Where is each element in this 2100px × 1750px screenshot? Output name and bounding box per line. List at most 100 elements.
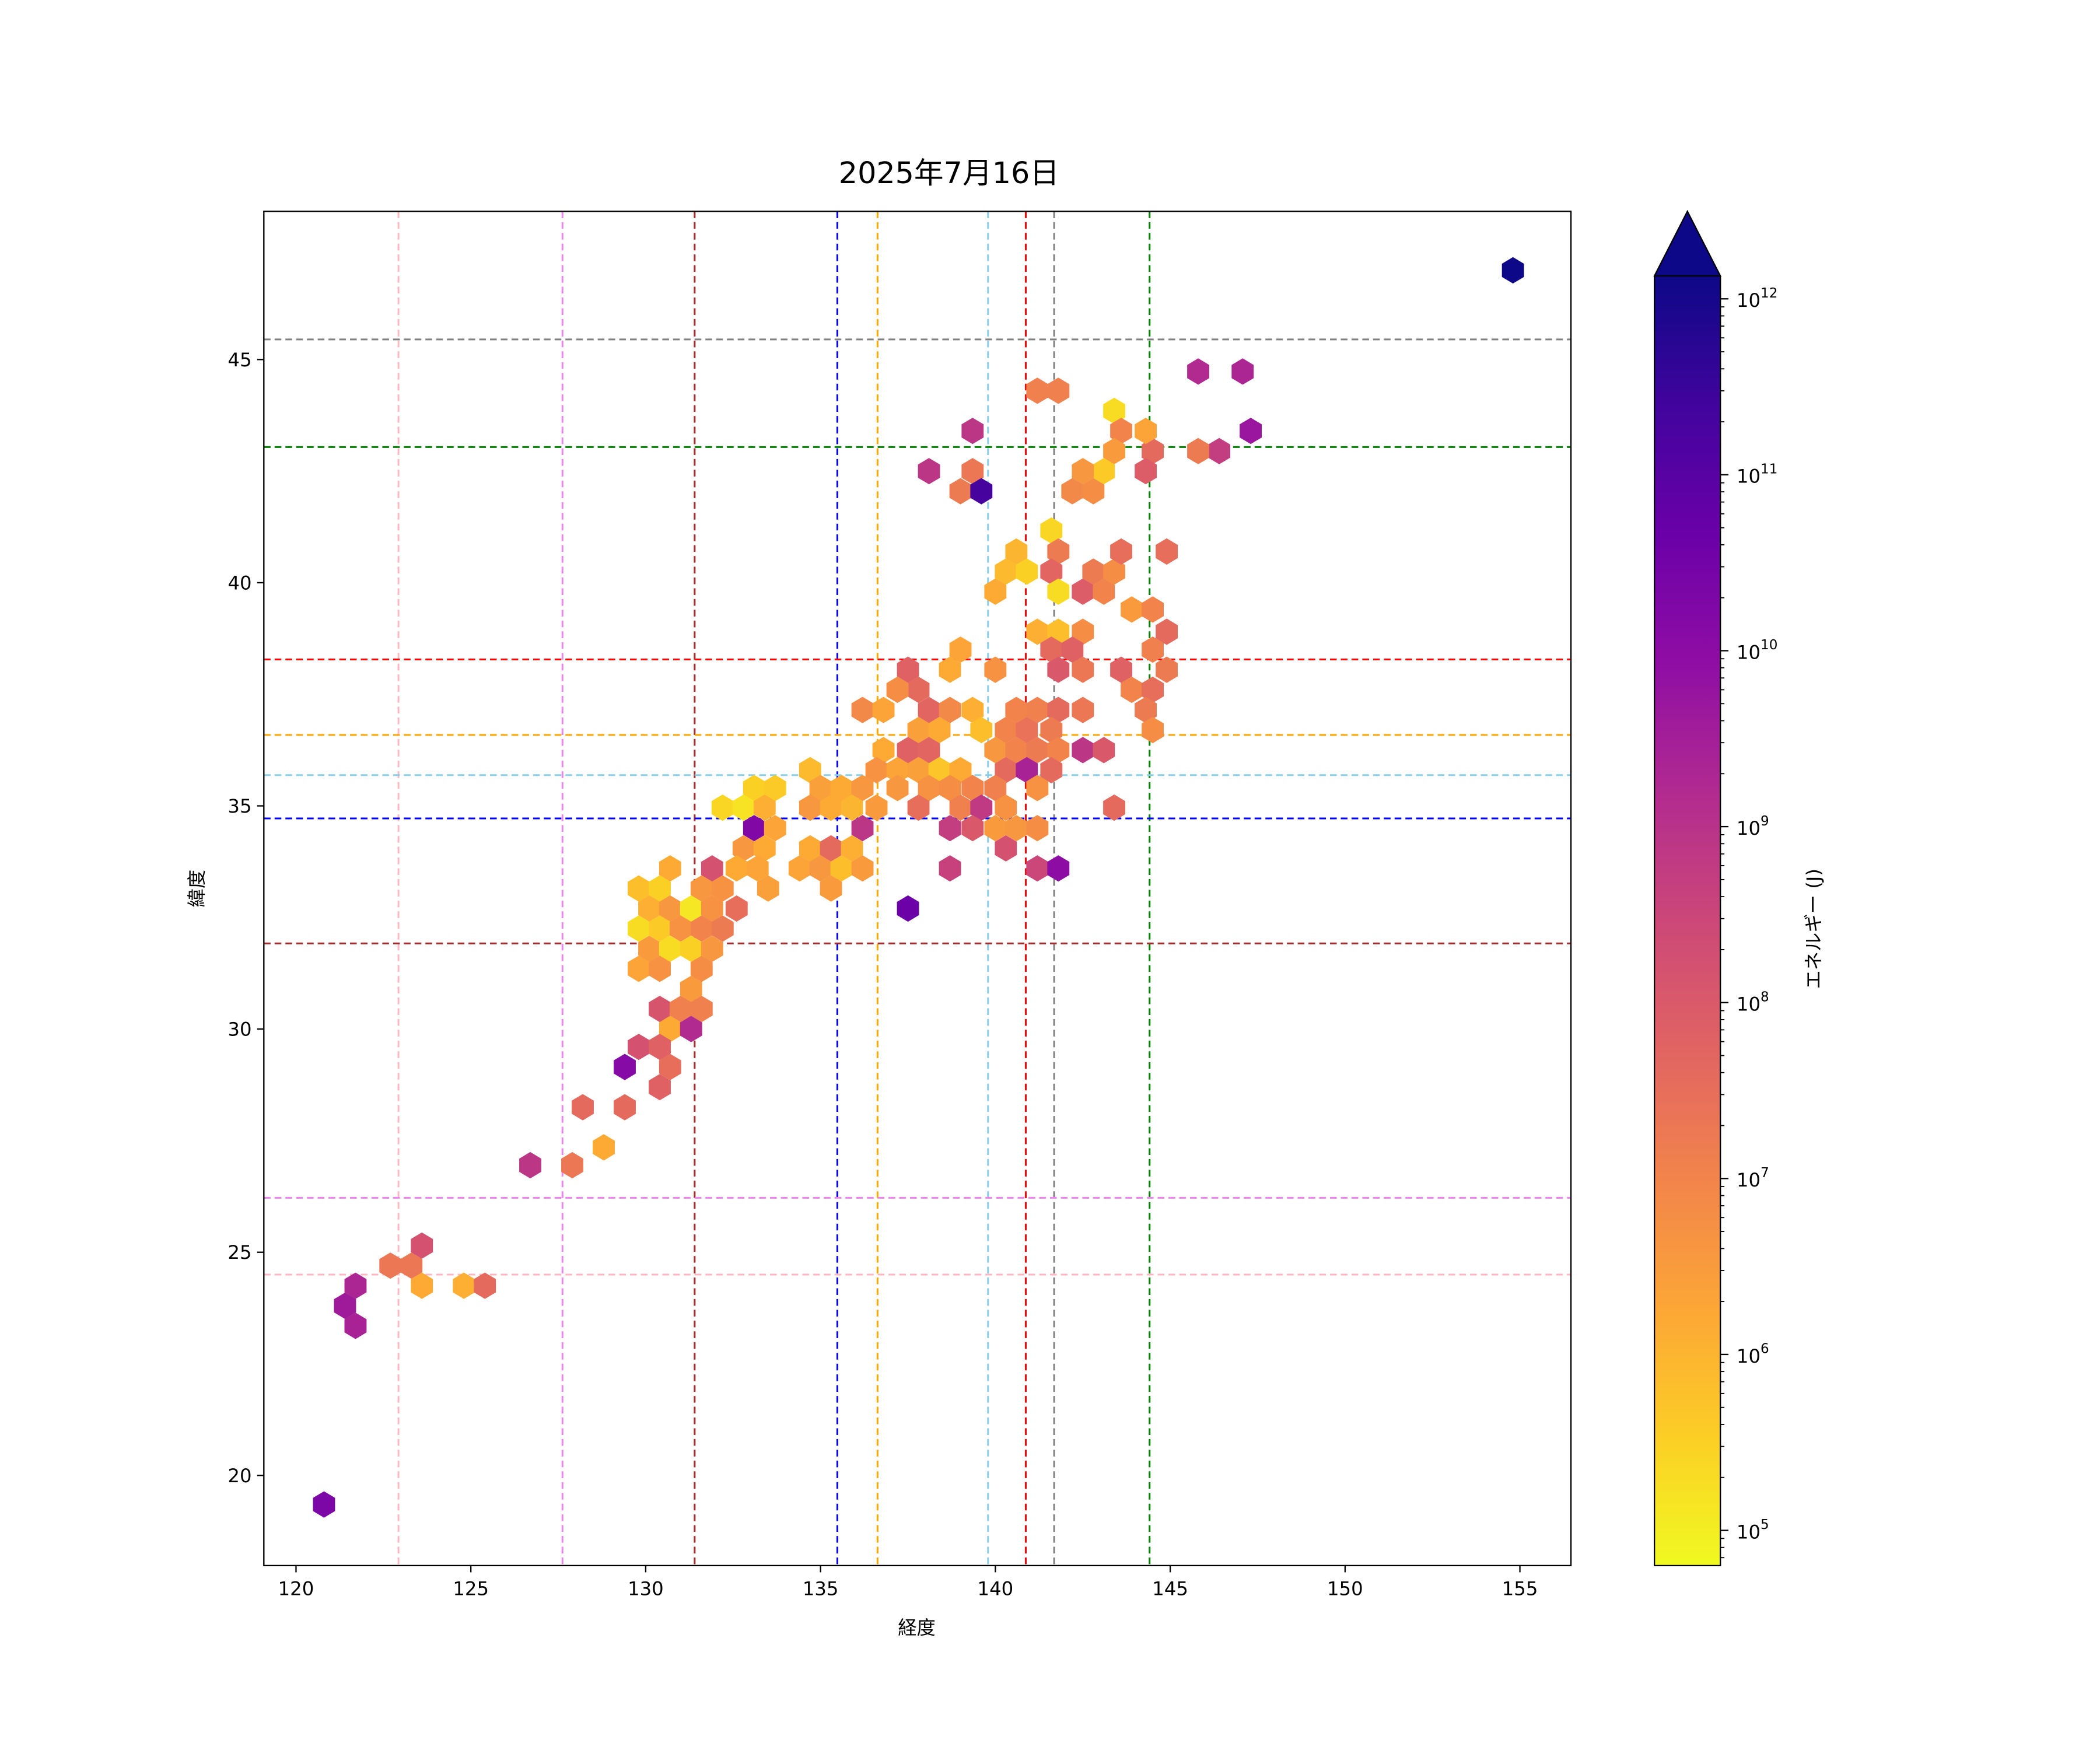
hexbin-cell — [1040, 716, 1063, 744]
hexbin-cell — [1026, 618, 1049, 645]
hexbin-cell — [1040, 636, 1063, 663]
hexbin-cell — [1047, 538, 1070, 565]
hexbin-cell — [659, 1016, 681, 1042]
hexbin-cell — [949, 636, 972, 663]
hexbin-cell — [711, 915, 734, 942]
hexbin-cell — [649, 875, 671, 902]
hexbin-cell — [1142, 596, 1164, 623]
colorbar-tick-label: 108 — [1737, 989, 1769, 1015]
hexbin-cell — [851, 696, 874, 723]
hexbin-cell — [961, 458, 984, 485]
hexbin-cell — [907, 676, 930, 704]
hexbin-cell — [995, 757, 1017, 783]
colorbar-gradient — [1654, 276, 1721, 1566]
hexbin-cell — [1135, 458, 1157, 485]
hexbin-cell — [680, 895, 702, 922]
hexbin-cell — [753, 794, 776, 821]
y-axis-ticks: 20 25 30 35 40 45 — [228, 349, 264, 1487]
hexbin-cell — [1016, 716, 1038, 744]
hexbin-cell — [732, 794, 755, 821]
hexbin-cell — [572, 1094, 594, 1121]
hexbin-cell — [649, 996, 671, 1023]
x-tick-label: 120 — [278, 1578, 314, 1600]
hexbin-cell — [939, 656, 961, 683]
y-tick-label: 40 — [228, 572, 251, 594]
colorbar-tick-label: 1011 — [1737, 462, 1777, 488]
hexbin-cell — [649, 1074, 671, 1101]
hexbin-cell — [1026, 775, 1049, 802]
hexbin-cell — [961, 775, 984, 802]
hexbin-cell — [561, 1152, 583, 1179]
hexbin-cell — [701, 855, 723, 882]
hexbin-cell — [949, 757, 972, 783]
hexbin-cell — [638, 895, 660, 922]
hexbin-cell — [865, 794, 888, 821]
hexbin-cell — [1093, 737, 1115, 764]
hexbin-cell — [1135, 418, 1157, 444]
hexbin-cell — [1005, 737, 1028, 764]
hexbin-cell — [1142, 636, 1164, 663]
hexbin-cell — [628, 915, 650, 942]
hexbin-cell — [334, 1292, 356, 1320]
hexbin-cell — [1047, 855, 1070, 882]
hexbin-cell — [799, 757, 821, 783]
hexbin-cell — [690, 915, 713, 942]
hexbin-cell — [939, 815, 961, 842]
hexbin-cell — [865, 757, 888, 783]
hexbin-cell — [995, 716, 1017, 744]
hexbin-cell — [841, 835, 863, 862]
hexbin-cell — [830, 855, 853, 882]
hexbin-cell — [995, 794, 1017, 821]
hexbin-cell — [669, 915, 692, 942]
hexbin-cell — [886, 757, 909, 783]
hexbin-cell — [1047, 578, 1070, 605]
hexbin-cell — [961, 696, 984, 723]
hexbin-cell — [711, 794, 734, 821]
x-tick-label: 140 — [978, 1578, 1014, 1600]
hexbin-cell — [764, 775, 786, 802]
hexbin-cell — [344, 1312, 367, 1339]
hexbin-cell — [984, 775, 1007, 802]
hexbin-cell — [1047, 696, 1070, 723]
y-tick-label: 30 — [228, 1019, 251, 1041]
colorbar-tick-label: 107 — [1737, 1166, 1769, 1191]
hexbin-cell — [820, 835, 842, 862]
hexbin-cell — [411, 1232, 433, 1259]
hexbin-cell — [638, 935, 660, 963]
hexbin-cell — [949, 794, 972, 821]
y-tick-label: 45 — [228, 349, 251, 371]
hexbin-cell — [1072, 618, 1094, 645]
hexbin-cell — [1142, 716, 1164, 744]
hexbin-cell — [886, 775, 909, 802]
hexbin-cell — [669, 996, 692, 1023]
hexbin-cell — [725, 855, 748, 882]
hexbin-cell — [1072, 656, 1094, 683]
hexbin-cell — [918, 775, 940, 802]
hexbin-cell — [659, 895, 681, 922]
hexbin-cell — [918, 737, 940, 764]
hexbin-cell — [1187, 358, 1209, 385]
hexbin-cell — [701, 935, 723, 963]
hexbin-cell — [1005, 696, 1028, 723]
x-tick-label: 155 — [1502, 1578, 1538, 1600]
hexbin-cell — [1103, 397, 1125, 424]
hexbin-cell — [949, 478, 972, 505]
hexbin-cell — [1187, 438, 1209, 464]
hexbin-cell — [680, 1016, 702, 1042]
hexbin-cell — [680, 975, 702, 1002]
hexbin-cell — [519, 1152, 541, 1179]
hexbin-cell — [1026, 696, 1049, 723]
colorbar: 105 106 107 108 109 1010 1011 1012 エネルギー (J) — [1653, 209, 1825, 1566]
hexbin-cell — [753, 835, 776, 862]
hexbin-cell — [690, 956, 713, 982]
hexbin-cell — [1103, 438, 1125, 464]
hexbin-cell — [872, 696, 895, 723]
hexbin-cell — [1110, 656, 1132, 683]
chart-title: 2025年7月16日 — [839, 156, 1059, 190]
hexbin-cell — [725, 895, 748, 922]
hexbin-cell — [1005, 538, 1028, 565]
hexbin-cell — [1040, 517, 1063, 544]
hexbin-cell — [1082, 478, 1105, 505]
hexbin-cell — [1072, 737, 1094, 764]
hexbin-cell — [659, 1054, 681, 1080]
